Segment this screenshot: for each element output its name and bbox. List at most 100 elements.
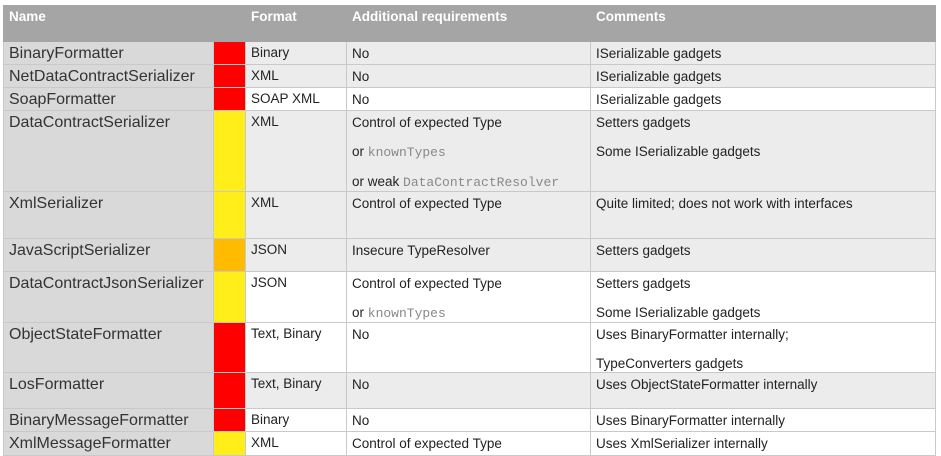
severity-indicator bbox=[213, 110, 246, 192]
requirements-cell: No bbox=[346, 322, 591, 373]
serializer-name: LosFormatter bbox=[3, 372, 214, 409]
format-cell: JSON bbox=[245, 238, 347, 272]
serializer-name: NetDataContractSerializer bbox=[3, 64, 214, 88]
comment-line: ISerializable gadgets bbox=[596, 46, 722, 61]
format-cell: SOAP XML bbox=[245, 87, 347, 111]
comment-line: Some ISerializable gadgets bbox=[596, 144, 761, 159]
requirement-line: Control of expected Type bbox=[352, 275, 585, 292]
format-cell: JSON bbox=[245, 271, 347, 323]
table-row: XmlSerializer XML Control of expected Type… bbox=[3, 191, 936, 239]
format-cell: XML bbox=[245, 64, 347, 88]
comments-cell: Setters gadgets Some ISerializable gadget… bbox=[590, 271, 936, 323]
table-row: LosFormatter Text, Binary No Uses ObjectSta… bbox=[3, 372, 936, 409]
serializer-name: XmlSerializer bbox=[3, 191, 214, 239]
severity-indicator bbox=[213, 322, 246, 373]
comment-line: Setters gadgets bbox=[596, 276, 691, 291]
header-comments: Comments bbox=[590, 5, 936, 42]
format-cell: Binary bbox=[245, 41, 347, 65]
requirement-text: Insecure TypeResolver bbox=[352, 243, 490, 258]
requirement-text: or bbox=[352, 144, 368, 159]
comment-line: Uses ObjectStateFormatter internally bbox=[596, 377, 818, 392]
serializer-name: BinaryFormatter bbox=[3, 41, 214, 65]
requirement-text: No bbox=[352, 46, 370, 61]
requirement-text: Control of expected Type bbox=[352, 436, 502, 451]
table-row: NetDataContractSerializer XML No ISerializa… bbox=[3, 64, 936, 88]
requirement-line: No bbox=[352, 91, 585, 108]
header-requirements: Additional requirements bbox=[346, 5, 591, 42]
severity-indicator bbox=[213, 431, 246, 456]
comment-line: Setters gadgets bbox=[596, 115, 691, 130]
comment-line: Uses BinaryFormatter internally; bbox=[596, 327, 789, 342]
requirement-line: Insecure TypeResolver bbox=[352, 242, 585, 259]
requirement-line: Control of expected Type bbox=[352, 114, 585, 131]
requirement-text: Control of expected Type bbox=[352, 115, 502, 130]
severity-indicator bbox=[213, 64, 246, 88]
format-cell: XML bbox=[245, 110, 347, 192]
comment-line: TypeConverters gadgets bbox=[596, 356, 744, 371]
comment-line: Uses XmlSerializer internally bbox=[596, 436, 768, 451]
comment-line: ISerializable gadgets bbox=[596, 92, 722, 107]
requirement-code: knownTypes bbox=[367, 306, 446, 321]
table-row: JavaScriptSerializer JSON Insecure TypeRes… bbox=[3, 238, 936, 272]
table-row: BinaryMessageFormatter Binary No Uses Binar… bbox=[3, 408, 936, 432]
header-name: Name bbox=[3, 5, 214, 42]
requirement-line: Control of expected Type bbox=[352, 435, 585, 452]
comment-line: Setters gadgets bbox=[596, 243, 691, 258]
requirement-text: Control of expected Type bbox=[352, 276, 502, 291]
requirement-code: knownTypes bbox=[367, 145, 446, 160]
serializer-name: BinaryMessageFormatter bbox=[3, 408, 214, 432]
requirement-code: DataContractResolver bbox=[403, 175, 560, 190]
requirement-line: Control of expected Type bbox=[352, 195, 585, 212]
requirement-text: or bbox=[352, 305, 368, 320]
requirements-cell: Control of expected Type or knownTypes bbox=[346, 271, 591, 323]
table-row: SoapFormatter SOAP XML No ISerializable gad… bbox=[3, 87, 936, 111]
requirements-cell: Control of expected Type or knownTypes or … bbox=[346, 110, 591, 192]
header-severity bbox=[213, 5, 246, 42]
severity-indicator bbox=[213, 87, 246, 111]
format-cell: Text, Binary bbox=[245, 372, 347, 409]
comment-line: Some ISerializable gadgets bbox=[596, 305, 761, 320]
comment-line: Uses BinaryFormatter internally bbox=[596, 413, 786, 428]
comments-cell: ISerializable gadgets bbox=[590, 87, 936, 111]
format-cell: Binary bbox=[245, 408, 347, 432]
requirement-text: No bbox=[352, 413, 370, 428]
requirements-cell: No bbox=[346, 372, 591, 409]
severity-indicator bbox=[213, 372, 246, 409]
requirement-line: or weak DataContractResolver bbox=[352, 173, 585, 191]
requirements-cell: Control of expected Type bbox=[346, 191, 591, 239]
severity-indicator bbox=[213, 271, 246, 323]
requirements-cell: No bbox=[346, 87, 591, 111]
serializer-name: SoapFormatter bbox=[3, 87, 214, 111]
comments-cell: ISerializable gadgets bbox=[590, 41, 936, 65]
severity-indicator bbox=[213, 238, 246, 272]
comments-cell: Uses BinaryFormatter internally; TypeConv… bbox=[590, 322, 936, 373]
requirement-line: No bbox=[352, 376, 585, 393]
serializer-name: ObjectStateFormatter bbox=[3, 322, 214, 373]
requirement-text: Control of expected Type bbox=[352, 196, 502, 211]
table-row: XmlMessageFormatter XML Control of expecte… bbox=[3, 431, 936, 456]
requirement-text: No bbox=[352, 92, 370, 107]
severity-indicator bbox=[213, 41, 246, 65]
serializer-name: DataContractJsonSerializer bbox=[3, 271, 214, 323]
requirement-text: No bbox=[352, 377, 370, 392]
comments-cell: Uses BinaryFormatter internally bbox=[590, 408, 936, 432]
requirement-line: No bbox=[352, 412, 585, 429]
comments-cell: ISerializable gadgets bbox=[590, 64, 936, 88]
comments-cell: Uses XmlSerializer internally bbox=[590, 431, 936, 456]
serializer-name: DataContractSerializer bbox=[3, 110, 214, 192]
serializer-name: XmlMessageFormatter bbox=[3, 431, 214, 456]
header-row: Name Format Additional requirements Comm… bbox=[3, 5, 936, 42]
comments-cell: Quite limited; does not work with interf… bbox=[590, 191, 936, 239]
comments-cell: Setters gadgets bbox=[590, 238, 936, 272]
comments-cell: Uses ObjectStateFormatter internally bbox=[590, 372, 936, 409]
requirement-line: No bbox=[352, 68, 585, 85]
requirements-cell: Control of expected Type bbox=[346, 431, 591, 456]
table-row: DataContractSerializer XML Control of expe… bbox=[3, 110, 936, 192]
severity-indicator bbox=[213, 191, 246, 239]
requirement-line: No bbox=[352, 45, 585, 62]
format-cell: XML bbox=[245, 191, 347, 239]
requirements-cell: Insecure TypeResolver bbox=[346, 238, 591, 272]
requirements-cell: No bbox=[346, 408, 591, 432]
requirement-line: or knownTypes bbox=[352, 304, 585, 322]
header-format: Format bbox=[245, 5, 347, 42]
